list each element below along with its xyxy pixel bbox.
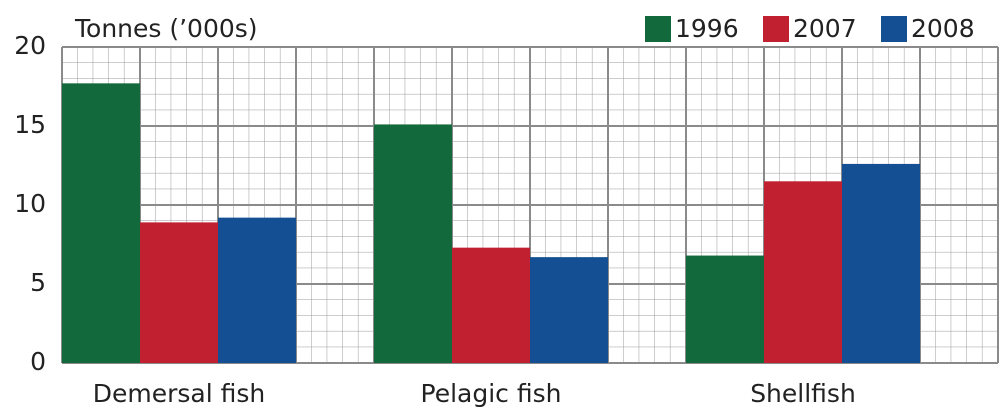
- y-tick-label: 10: [14, 189, 46, 218]
- legend-label: 2007: [793, 14, 857, 43]
- bar: [686, 255, 764, 363]
- bar: [62, 83, 140, 363]
- legend-label: 1996: [675, 14, 739, 43]
- legend-swatch: [763, 16, 789, 42]
- bar: [842, 163, 920, 363]
- legend-swatch: [645, 16, 671, 42]
- bar: [452, 247, 530, 363]
- bar: [374, 124, 452, 363]
- y-tick-label: 20: [14, 31, 46, 60]
- y-tick-label: 0: [30, 347, 46, 376]
- legend-swatch: [881, 16, 907, 42]
- legend-label: 2008: [911, 14, 975, 43]
- x-tick-label: Demersal fish: [93, 379, 266, 408]
- y-axis-label: Tonnes (’000s): [74, 14, 258, 43]
- y-tick-label: 5: [30, 268, 46, 297]
- bar: [140, 222, 218, 363]
- bar: [764, 181, 842, 363]
- bar: [530, 257, 608, 363]
- bar: [218, 217, 296, 363]
- x-tick-label: Pelagic fish: [421, 379, 562, 408]
- x-tick-label: Shellfish: [750, 379, 856, 408]
- y-tick-label: 15: [14, 110, 46, 139]
